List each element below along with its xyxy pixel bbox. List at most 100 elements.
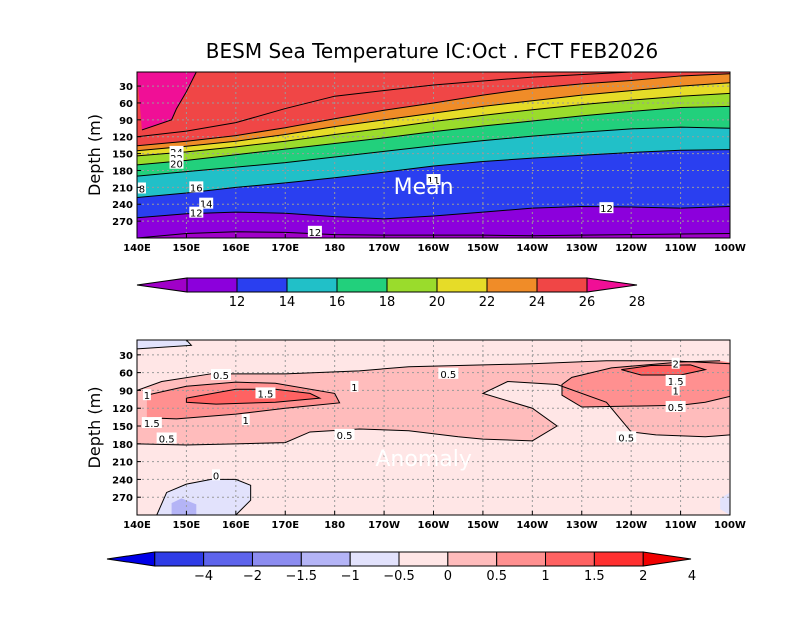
contour-line-20 (137, 92, 730, 157)
contour-label-bg (199, 197, 214, 209)
contour-label: 0 (213, 471, 219, 482)
x-tick-label: 110W (665, 520, 697, 531)
colorbar-box (186, 277, 238, 293)
x-tick-label: 100W (714, 520, 746, 531)
y-tick-label: 210 (112, 183, 133, 194)
y-tick-label: 30 (119, 351, 133, 362)
contour-line-0 (137, 340, 193, 350)
contour-label-bg (169, 152, 184, 164)
contour-label-bg (307, 225, 322, 237)
colorbar-tick-label: −1 (341, 569, 360, 584)
y-tick-label: 60 (119, 99, 133, 110)
x-tick-label: 140E (123, 520, 151, 531)
contour-label: 0.5 (668, 403, 684, 414)
colorbar-tick-label: 24 (529, 295, 546, 310)
x-tick-label: 150W (467, 520, 499, 531)
contour-label: 1 (351, 383, 357, 394)
contour-label: 14 (200, 200, 213, 211)
contour-line-18 (137, 105, 730, 166)
colorbar-tick-label: −2 (243, 569, 262, 584)
x-tick-label: 100W (714, 243, 746, 254)
contour-label-bg (189, 206, 204, 218)
colorbar-box (236, 277, 288, 293)
colorbar-tick-label: −0.5 (383, 569, 415, 584)
colorbar-box (203, 551, 253, 567)
contour-label-bg (169, 145, 184, 157)
contour-line-12 (137, 205, 730, 220)
contour-line-1 (561, 360, 730, 408)
colorbar-tick-label: −1.5 (286, 569, 318, 584)
colorbar-tick-label: −4 (194, 569, 213, 584)
y-tick-label: 210 (112, 458, 133, 469)
x-tick-label: 170E (271, 520, 299, 531)
y-tick-label: 240 (112, 475, 133, 486)
colorbar-box (154, 551, 205, 567)
x-tick-label: 160E (222, 243, 250, 254)
contour-line-24 (137, 73, 730, 147)
contour-label-bg (255, 387, 276, 399)
colorbar-box (545, 551, 595, 567)
contour-line-26 (137, 72, 632, 138)
x-tick-label: 170E (271, 243, 299, 254)
colorbar-tick-label: 0.5 (486, 569, 507, 584)
x-tick-label: 150E (173, 243, 201, 254)
colorbar-tick-label: 20 (429, 295, 446, 310)
anomaly-region-2 (171, 498, 197, 515)
colorbar-tick-label: 14 (279, 295, 296, 310)
contour-line-1.5 (185, 388, 322, 405)
contour-label: 20 (170, 160, 183, 171)
colorbar-tick-label: 2 (639, 569, 647, 584)
colorbar-tick-label: 1.5 (584, 569, 605, 584)
colorbar-box (286, 277, 338, 293)
x-tick-label: 170W (368, 520, 400, 531)
contour-label: 1.5 (144, 419, 160, 430)
contour-label-bg (334, 428, 355, 440)
contour-line-1 (146, 381, 341, 420)
y-tick-label: 120 (112, 133, 133, 144)
colorbar-tick-label: 22 (479, 295, 496, 310)
contour-label: 12 (600, 204, 613, 215)
contour-line-28 (141, 72, 197, 131)
panel-label: Anomaly (375, 447, 472, 472)
contour-label-bg (671, 357, 680, 369)
contour-label: 0.5 (213, 371, 229, 382)
y-tick-label: 270 (112, 217, 133, 228)
colorbar-tick-label: 28 (629, 295, 646, 310)
x-tick-label: 160E (222, 520, 250, 531)
contour-label-bg (169, 157, 184, 169)
contour-label-bg (141, 417, 162, 429)
contour-label-bg (211, 369, 232, 380)
x-tick-label: 160W (418, 520, 450, 531)
anomaly-region-0 (137, 340, 192, 349)
y-tick-label: 90 (119, 386, 133, 397)
colorbar-left-arrow (136, 277, 188, 293)
colorbar-right-arrow (586, 277, 638, 293)
colorbar-box (349, 551, 400, 567)
mean-colorbar: 12 14 16 18 20 22 24 26 28 (136, 277, 646, 310)
y-tick-label: 150 (112, 150, 133, 161)
contour-label-bg (350, 380, 359, 392)
contour-label-bg (137, 182, 146, 194)
x-tick-label: 170W (368, 243, 400, 254)
anomaly-region-3 (720, 492, 730, 515)
colorbar-tick-label: 12 (229, 295, 246, 310)
colorbar-box (300, 551, 351, 567)
y-axis-label: Depth (m) (85, 114, 104, 196)
contour-label-bg (671, 384, 680, 396)
x-tick-label: 130W (566, 520, 598, 531)
colorbar-box (336, 277, 388, 293)
y-tick-label: 90 (119, 116, 133, 127)
anomaly-colorbar: −4 −2 −1.5 −1 −0.5 0 0.5 1 1.5 2 4 (106, 551, 696, 584)
contour-label: 0.5 (440, 370, 456, 381)
x-tick-label: 150W (467, 243, 499, 254)
contour-label: 11 (427, 176, 440, 187)
plot-area: 2422208161412111212 (137, 72, 730, 238)
contour-label-bg (426, 174, 441, 186)
colorbar-tick-label: 1 (541, 569, 549, 584)
contour-label: 1 (672, 386, 678, 397)
contour-label-bg (665, 374, 686, 386)
x-tick-label: 120W (615, 243, 647, 254)
contour-label-bg (212, 469, 221, 481)
contour-label-bg (156, 432, 177, 444)
y-tick-label: 180 (112, 166, 133, 177)
